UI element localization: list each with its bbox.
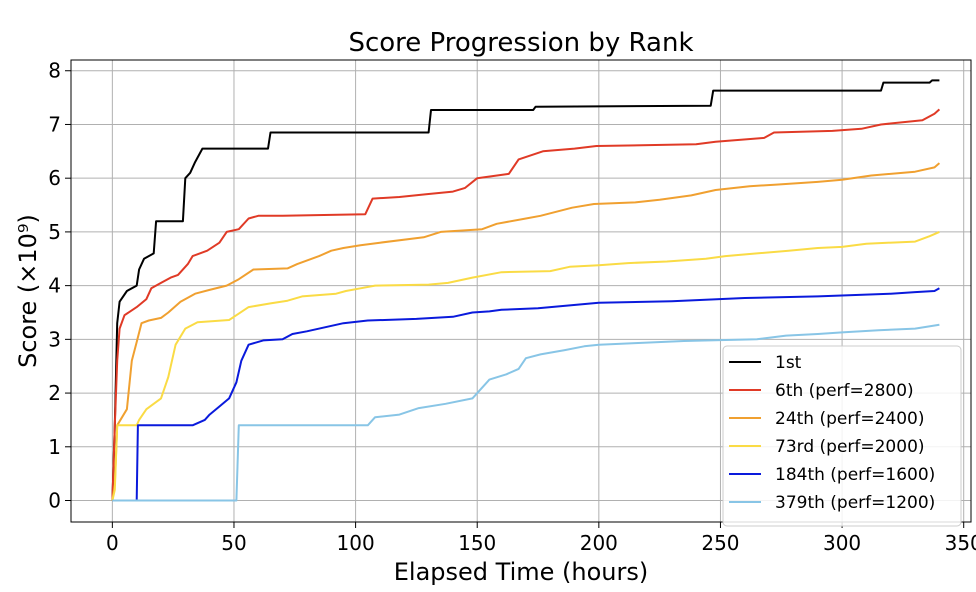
series-line-1 — [111, 79, 940, 501]
y-axis-label: Score (×10⁹) — [14, 214, 42, 368]
y-tick-label: 8 — [48, 59, 61, 83]
plot-frame — [70, 59, 972, 523]
x-tick-label: 50 — [221, 531, 246, 555]
legend-entry: 184th (perf=1600) — [775, 465, 935, 485]
legend-entry: 1st — [775, 353, 802, 373]
series-lines — [111, 79, 941, 502]
legend-box — [722, 345, 962, 527]
x-tick-label: 350 — [945, 531, 976, 555]
x-tick-label: 0 — [106, 531, 119, 555]
y-tick-label: 4 — [48, 274, 61, 298]
x-tick-label: 150 — [458, 531, 496, 555]
legend-entry: 24th (perf=2400) — [775, 409, 924, 429]
y-tick-label: 6 — [48, 166, 61, 190]
legend-entry: 6th (perf=2800) — [775, 381, 914, 401]
chart-title: Score Progression by Rank — [348, 28, 693, 58]
x-tick-label: 100 — [337, 531, 375, 555]
x-tick-label: 200 — [580, 531, 618, 555]
y-tick-label: 0 — [48, 489, 61, 513]
y-tick-label: 5 — [48, 220, 61, 244]
x-axis-label: Elapsed Time (hours) — [394, 558, 648, 586]
y-tick-label: 1 — [48, 435, 61, 459]
x-tick-label: 300 — [823, 531, 861, 555]
series-line-5 — [112, 287, 940, 502]
y-tick-label: 3 — [48, 327, 61, 351]
series-line-3 — [111, 162, 941, 501]
legend: 1st 6th (perf=2800) 24th (perf=2400) 73rd (… — [722, 345, 962, 527]
y-tick-label: 7 — [48, 112, 61, 136]
axis-ticks: 0 50 100 150 200 250 300 350 0 1 2 3 4 5 6 7 8 — [48, 59, 976, 555]
series-line-2 — [111, 108, 941, 501]
x-tick-label: 250 — [701, 531, 739, 555]
series-line-6 — [112, 323, 940, 502]
legend-entry: 379th (perf=1200) — [775, 493, 935, 513]
series-line-4 — [111, 230, 940, 501]
legend-entry: 73rd (perf=2000) — [775, 437, 925, 457]
y-tick-label: 2 — [48, 381, 61, 405]
